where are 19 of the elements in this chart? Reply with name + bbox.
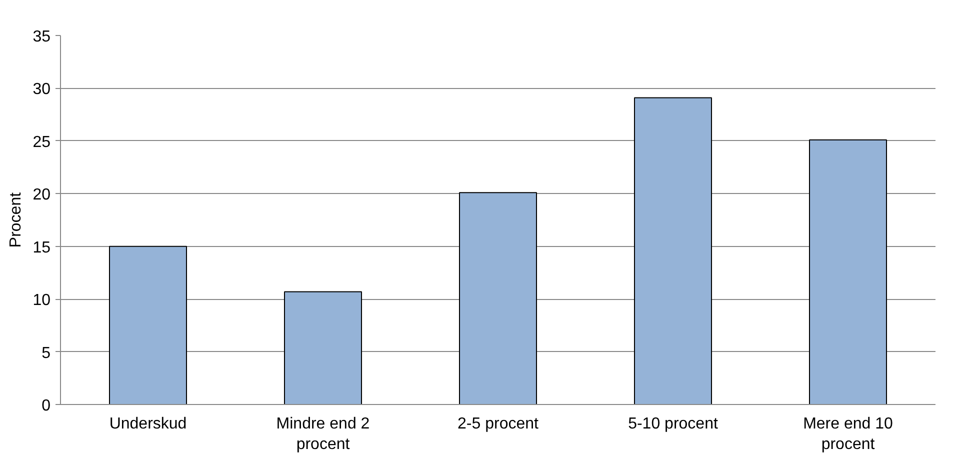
y-tick-label: 5 [42,344,51,362]
y-tick-label: 15 [32,239,51,256]
y-tick-label: 10 [32,292,51,310]
y-tick-label: 20 [32,186,51,204]
x-tick-label: Underskud [109,416,187,432]
y-tick-label: 35 [32,28,51,46]
bar [809,139,887,404]
y-tick-label: 30 [32,81,51,98]
y-tick-label: 25 [32,134,51,151]
y-tick-label: 0 [42,398,51,414]
x-tick-label: Mindre end 2 procent [276,416,370,453]
bar [459,192,537,404]
bar [109,246,187,404]
x-tick-label: 2-5 procent [458,416,540,432]
bar [284,291,362,404]
bar [634,97,712,404]
x-tick-label: 5-10 procent [628,416,718,432]
x-tick-label: Mere end 10 procent [803,416,894,453]
y-axis-title: Procent [8,192,25,248]
